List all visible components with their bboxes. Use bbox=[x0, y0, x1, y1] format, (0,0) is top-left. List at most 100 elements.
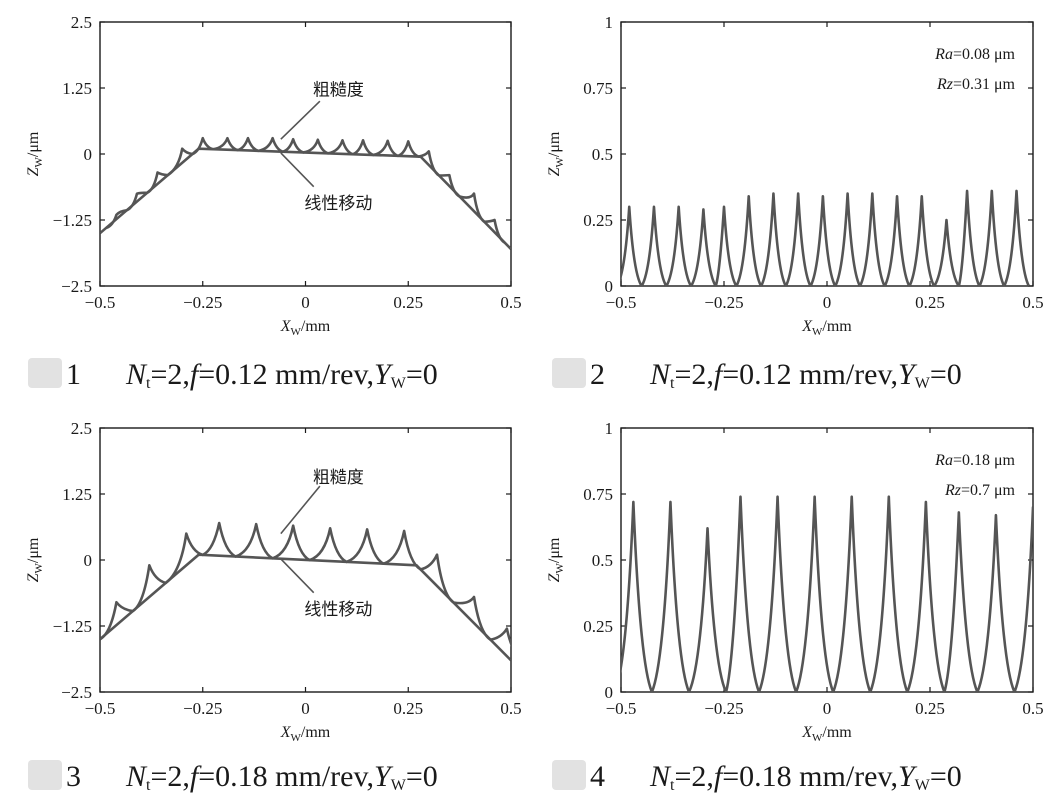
linear-leader-line bbox=[280, 152, 315, 188]
caption-figure-icon bbox=[552, 358, 586, 388]
peak-point bbox=[991, 190, 993, 192]
caption-nt-subscript: t bbox=[670, 777, 675, 794]
caption-y-symbol: Y bbox=[374, 760, 391, 793]
caption-figure-icon bbox=[552, 760, 586, 790]
x-tick-label: 0.25 bbox=[393, 699, 423, 718]
caption-nt-value: =2, bbox=[150, 760, 190, 793]
peak-point bbox=[185, 532, 188, 535]
roughness-curve bbox=[621, 495, 1033, 692]
peak-point bbox=[920, 195, 923, 198]
caption-number: 3 bbox=[66, 760, 81, 793]
peak-point bbox=[292, 138, 294, 141]
rz-value: Rz=0.7 μm bbox=[944, 482, 1016, 499]
x-tick-label: 0 bbox=[823, 293, 832, 312]
peak-point bbox=[181, 147, 183, 150]
linear-annotation: 线性移动 bbox=[304, 194, 372, 214]
roughness-curve bbox=[621, 189, 1031, 286]
y-tick-label: −1.25 bbox=[53, 211, 92, 230]
peak-point bbox=[776, 495, 779, 498]
figure-caption-3: 3 Nt=2,f=0.18 mm/rev,YW=0 bbox=[28, 760, 438, 795]
figure-caption-1: 1 Nt=2,f=0.12 mm/rev,YW=0 bbox=[28, 358, 438, 393]
caption-figure-icon bbox=[28, 358, 62, 388]
peak-point bbox=[428, 150, 430, 153]
linear-leader-line bbox=[280, 558, 315, 594]
x-tick-label: 0 bbox=[823, 699, 832, 718]
roughness-annotation: 粗糙度 bbox=[313, 468, 364, 488]
peak-point bbox=[506, 627, 508, 630]
caption-f-value: =0.12 mm/rev, bbox=[198, 358, 375, 391]
x-axis-label: XW/mm bbox=[801, 318, 852, 338]
plot-frame bbox=[99, 21, 512, 287]
x-tick-label: −0.25 bbox=[183, 293, 222, 312]
peak-point bbox=[255, 523, 257, 525]
x-tick-label: −0.5 bbox=[85, 699, 116, 718]
peak-point bbox=[772, 192, 775, 195]
plot-area bbox=[621, 189, 1031, 286]
caption-f-symbol: f bbox=[189, 760, 199, 793]
y-tick-label: 2.5 bbox=[71, 13, 92, 32]
rz-value: Rz=0.31 μm bbox=[936, 76, 1016, 93]
linear-annotation: 线性移动 bbox=[304, 600, 372, 620]
caption-nt-symbol: N bbox=[126, 760, 147, 793]
chart-4: −0.5 −0.25 0 0.25 0.5 1 0.75 0.5 0.25 0 XW/mm ZW/μm… bbox=[546, 419, 1044, 744]
caption-y-symbol: Y bbox=[898, 760, 915, 793]
caption-y-subscript: W bbox=[390, 375, 406, 392]
peak-point bbox=[632, 501, 635, 503]
caption-nt-symbol: N bbox=[126, 358, 147, 391]
peak-point bbox=[797, 192, 799, 195]
x-tick-label: 0.5 bbox=[500, 699, 521, 718]
y-tick-label: 0.5 bbox=[592, 145, 613, 164]
x-tick-label: −0.25 bbox=[704, 699, 743, 718]
caption-nt-symbol: N bbox=[650, 358, 671, 391]
plot-area bbox=[621, 495, 1033, 692]
y-tick-label: 0.75 bbox=[583, 79, 613, 98]
peak-point bbox=[958, 511, 960, 514]
peak-point bbox=[846, 192, 849, 195]
figure-caption-2: 2 Nt=2,f=0.12 mm/rev,YW=0 bbox=[552, 358, 962, 393]
x-tick-label: 0.5 bbox=[500, 293, 521, 312]
peak-point bbox=[1032, 506, 1033, 508]
caption-nt-value: =2, bbox=[674, 358, 714, 391]
x-tick-label: −0.25 bbox=[183, 699, 222, 718]
caption-y-symbol: Y bbox=[898, 358, 915, 391]
plot-area bbox=[100, 136, 511, 250]
y-tick-label: 1.25 bbox=[62, 485, 92, 504]
peak-point bbox=[115, 601, 118, 604]
x-tick-label: 0.5 bbox=[1022, 293, 1043, 312]
peak-point bbox=[653, 206, 655, 208]
peak-point bbox=[386, 140, 389, 142]
peak-point bbox=[850, 495, 853, 498]
peak-point bbox=[403, 530, 405, 532]
caption-f-value: =0.18 mm/rev, bbox=[198, 760, 375, 793]
x-axis-label: XW/mm bbox=[280, 724, 331, 744]
caption-number: 1 bbox=[66, 358, 81, 391]
caption-f-symbol: f bbox=[713, 760, 723, 793]
caption-f-symbol: f bbox=[713, 358, 723, 391]
peak-point bbox=[407, 140, 410, 143]
peak-point bbox=[888, 495, 890, 498]
x-tick-label: 0.25 bbox=[915, 293, 945, 312]
y-tick-label: 1 bbox=[605, 13, 614, 32]
y-tick-label: 1 bbox=[605, 419, 614, 438]
y-axis-label: ZW/μm bbox=[546, 131, 566, 176]
y-tick-label: 1.25 bbox=[62, 79, 92, 98]
peak-point bbox=[813, 495, 816, 498]
roughness-leader-line bbox=[280, 100, 321, 140]
caption-nt-subscript: t bbox=[146, 777, 151, 794]
caption-nt-symbol: N bbox=[650, 760, 671, 793]
peak-point bbox=[1015, 190, 1018, 192]
y-tick-label: 0 bbox=[605, 277, 614, 296]
y-tick-label: −1.25 bbox=[53, 617, 92, 636]
peak-point bbox=[925, 501, 927, 503]
caption-nt-subscript: t bbox=[146, 375, 151, 392]
roughness-curve bbox=[100, 521, 511, 647]
peak-point bbox=[669, 501, 672, 503]
x-axis-label: XW/mm bbox=[801, 724, 852, 744]
caption-figure-icon bbox=[28, 760, 62, 790]
y-tick-label: −2.5 bbox=[61, 277, 92, 296]
caption-y-value: =0 bbox=[929, 358, 962, 391]
peak-point bbox=[706, 527, 709, 530]
peak-point bbox=[115, 213, 118, 216]
y-axis-label: ZW/μm bbox=[25, 537, 45, 582]
